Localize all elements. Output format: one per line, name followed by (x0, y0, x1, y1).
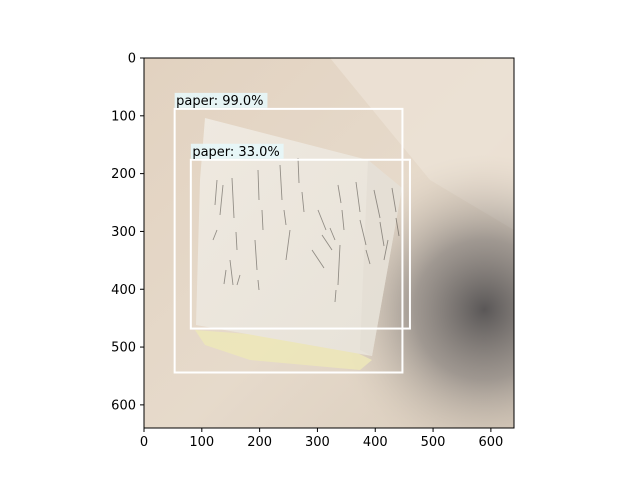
handwriting (212, 157, 400, 303)
x-tick-label: 0 (140, 435, 148, 450)
x-tick-label: 500 (421, 435, 446, 450)
y-tick-label: 0 (128, 52, 136, 67)
detection-label: paper: 33.0% (192, 145, 279, 160)
detection-label-bg (190, 143, 284, 159)
axes-frame (143, 57, 515, 429)
y-tick-label: 500 (111, 341, 136, 356)
detection-label: paper: 99.0% (176, 94, 263, 109)
x-tick-label: 300 (305, 435, 330, 450)
x-axis: 0 100 200 300 400 500 600 (140, 428, 503, 450)
y-tick-label: 600 (111, 398, 136, 413)
y-tick-label: 300 (111, 225, 136, 240)
photo (144, 58, 514, 428)
detection-label-bg (174, 92, 268, 108)
x-tick-label: 600 (478, 435, 503, 450)
detections-layer: paper: 99.0% paper: 33.0% (173, 92, 411, 374)
y-tick-label: 200 (111, 167, 136, 182)
x-tick-label: 100 (189, 435, 214, 450)
y-tick-label: 400 (111, 283, 136, 298)
x-tick-label: 200 (247, 435, 272, 450)
detection-box (173, 107, 404, 374)
detection-box (189, 158, 411, 330)
y-axis: 0 100 200 300 400 500 600 (111, 52, 144, 413)
paper-sheet (196, 118, 402, 356)
y-tick-label: 100 (111, 109, 136, 124)
x-tick-label: 400 (363, 435, 388, 450)
